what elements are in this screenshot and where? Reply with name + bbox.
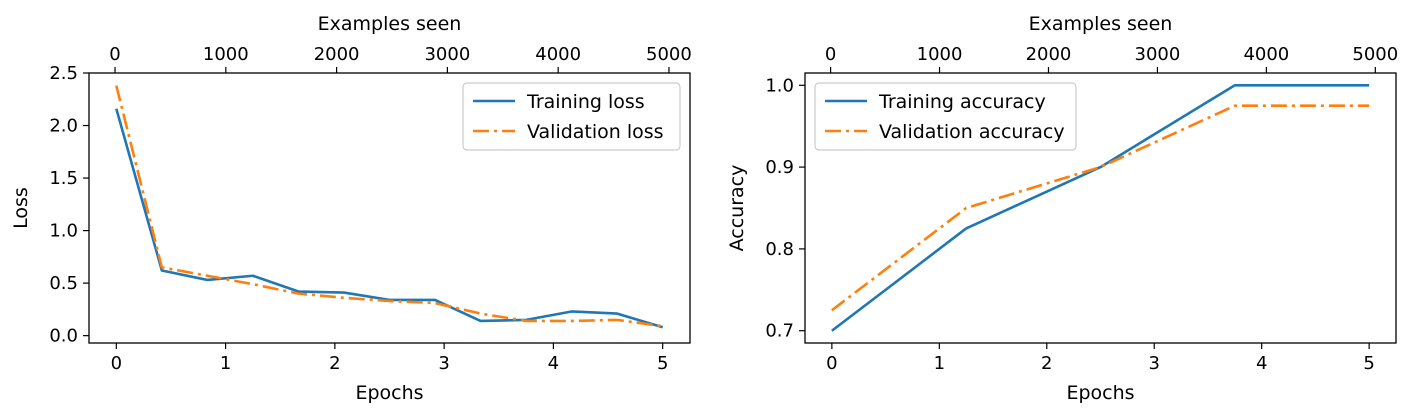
y-axis-label: Accuracy bbox=[726, 165, 748, 252]
top-x-tick-label: 4000 bbox=[1243, 44, 1289, 65]
series-line-validation-accuracy bbox=[831, 104, 1370, 312]
x-tick-label: 5 bbox=[1363, 353, 1374, 374]
top-x-tick-label: 3000 bbox=[424, 44, 470, 65]
loss-chart: 0 1 2 3 4 5 0 1000 2000 3000 4000 5000 0.0 0.5 1.0 1.5 2… bbox=[10, 13, 692, 404]
x-tick-label: 2 bbox=[329, 353, 340, 374]
x-tick-label: 3 bbox=[1149, 353, 1160, 374]
accuracy-chart: 0 1 2 3 4 5 0 1000 2000 3000 4000 5000 0.7 0.8 0.9 1.0 E… bbox=[726, 13, 1398, 404]
legend-box bbox=[814, 82, 1077, 151]
y-tick-label: 1.0 bbox=[49, 221, 78, 242]
plot-frame bbox=[804, 72, 1397, 344]
top-x-tick-label: 5000 bbox=[1352, 44, 1398, 65]
legend: Training accuracy Validation accuracy bbox=[814, 82, 1077, 151]
y-tick-label: 2.5 bbox=[49, 63, 78, 84]
legend-label: Training accuracy bbox=[878, 91, 1046, 113]
x-tick-label: 1 bbox=[934, 353, 945, 374]
x-tick-label: 4 bbox=[1256, 353, 1267, 374]
y-tick-label: 0.7 bbox=[765, 321, 794, 342]
top-x-tick-label: 4000 bbox=[535, 44, 581, 65]
y-tick-label: 0.8 bbox=[765, 239, 794, 260]
top-x-tick-label: 0 bbox=[109, 44, 120, 65]
series-line-validation-loss bbox=[115, 85, 663, 328]
x-tick-label: 3 bbox=[438, 353, 449, 374]
top-x-tick-label: 3000 bbox=[1135, 44, 1181, 65]
top-x-tick-label: 1000 bbox=[203, 44, 249, 65]
y-tick-label: 0.5 bbox=[49, 273, 78, 294]
top-x-tick-label: 0 bbox=[825, 44, 836, 65]
x-tick-label: 0 bbox=[826, 353, 837, 374]
top-x-axis-label: Examples seen bbox=[318, 13, 462, 35]
top-x-tick-label: 1000 bbox=[917, 44, 963, 65]
legend-label: Validation accuracy bbox=[879, 121, 1065, 143]
top-x-tick-label: 2000 bbox=[314, 44, 360, 65]
x-tick-label: 4 bbox=[548, 353, 559, 374]
plot-frame bbox=[88, 72, 691, 344]
top-x-axis-label: Examples seen bbox=[1029, 13, 1173, 35]
y-tick-label: 0.9 bbox=[765, 157, 794, 178]
x-tick-label: 2 bbox=[1041, 353, 1052, 374]
x-axis-label: Epochs bbox=[1066, 382, 1134, 404]
legend-label: Training loss bbox=[526, 91, 645, 113]
y-tick-label: 1.0 bbox=[765, 75, 794, 96]
y-tick-label: 1.5 bbox=[49, 168, 78, 189]
legend-box bbox=[462, 82, 681, 151]
y-tick-label: 2.0 bbox=[49, 116, 78, 137]
x-axis-label: Epochs bbox=[355, 382, 423, 404]
top-x-tick-label: 5000 bbox=[646, 44, 692, 65]
y-tick-label: 0.0 bbox=[49, 326, 78, 347]
y-axis-label: Loss bbox=[10, 187, 32, 229]
x-tick-label: 0 bbox=[111, 353, 122, 374]
series-line-training-accuracy bbox=[831, 83, 1370, 332]
x-tick-label: 5 bbox=[657, 353, 668, 374]
legend-label: Validation loss bbox=[527, 121, 664, 143]
legend: Training loss Validation loss bbox=[462, 82, 681, 151]
x-tick-label: 1 bbox=[220, 353, 231, 374]
top-x-tick-label: 2000 bbox=[1026, 44, 1072, 65]
